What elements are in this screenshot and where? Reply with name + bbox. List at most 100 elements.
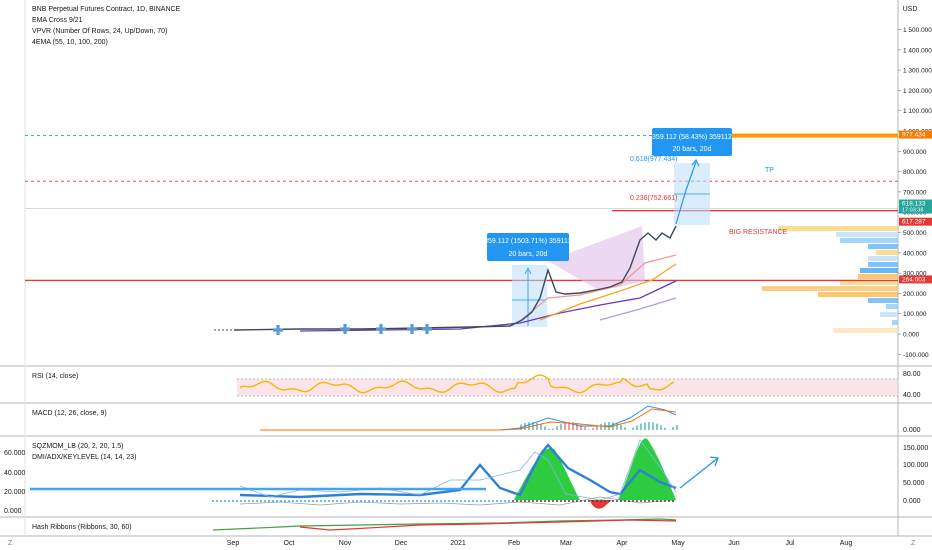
sqz-dot xyxy=(596,500,598,502)
rsi-title: RSI (14, close) xyxy=(32,373,78,380)
macd-bar xyxy=(660,425,662,430)
measure-label-1[interactable]: 359.112 (1503.71%) 359112 20 bars, 20d xyxy=(484,233,572,261)
price-tick-label: 1 400.000 xyxy=(903,47,932,54)
pattern-triangle[interactable] xyxy=(548,226,645,291)
measure-arrowhead-1 xyxy=(524,267,532,275)
level-lines xyxy=(25,133,898,282)
vpvr-bar xyxy=(858,274,898,279)
indicator-4ema[interactable]: 4EMA (55, 10, 100, 200) xyxy=(32,39,108,46)
squeeze-momentum xyxy=(514,438,676,509)
price-tag xyxy=(899,275,932,284)
vpvr-bar xyxy=(818,292,898,297)
macd-bar xyxy=(576,423,578,430)
sqz-dot xyxy=(520,500,522,502)
macd-bar xyxy=(528,422,530,430)
sqz-dot xyxy=(556,500,558,502)
hash-ribbons-pane[interactable]: Hash Ribbons (Ribbons, 30, 60) xyxy=(32,518,677,531)
sqz-dot xyxy=(260,500,262,502)
macd-bar xyxy=(652,422,654,430)
di-minus-line xyxy=(239,496,677,506)
macd-bar xyxy=(540,424,542,430)
macd-signal xyxy=(260,408,677,431)
price-tick-label: 1 200.000 xyxy=(903,88,932,95)
symbol-title[interactable]: BNB Perpetual Futures Contract, 1D, BINA… xyxy=(32,6,181,13)
sqz-dot xyxy=(220,500,222,502)
rsi-pane[interactable]: RSI (14, close) 80.00 40.00 xyxy=(32,371,921,399)
sqz-dot xyxy=(408,500,410,502)
sqz-dot xyxy=(432,500,434,502)
sqz-dot xyxy=(552,500,554,502)
sqz-dot xyxy=(548,500,550,502)
drawings[interactable] xyxy=(512,158,710,327)
time-tick-label: Dec xyxy=(395,540,408,547)
sqz-dot xyxy=(292,500,294,502)
price-tag xyxy=(899,199,932,214)
indicator-ema-cross[interactable]: EMA Cross 9/21 xyxy=(32,17,83,24)
time-tick-label: Jun xyxy=(728,540,739,547)
sqz-dot xyxy=(372,500,374,502)
sqz-dot xyxy=(476,500,478,502)
sqz-dot xyxy=(544,500,546,502)
sqz-dot xyxy=(436,500,438,502)
time-tick-label: Oct xyxy=(284,540,295,547)
hash-title: Hash Ribbons (Ribbons, 30, 60) xyxy=(32,524,132,531)
macd-bar xyxy=(588,429,590,430)
sqz-dot xyxy=(212,500,214,502)
price-tick-label: 700.000 xyxy=(903,189,927,196)
sqz-dot xyxy=(600,500,602,502)
sqz-dot xyxy=(272,500,274,502)
sqz-dot xyxy=(656,500,658,502)
sqz-dot xyxy=(560,500,562,502)
price-series xyxy=(214,225,677,331)
sqz-dot xyxy=(236,500,238,502)
macd-bar xyxy=(560,424,562,430)
hash-ribbon-fast xyxy=(212,518,677,531)
sqz-dot xyxy=(232,500,234,502)
sqz-dot xyxy=(540,500,542,502)
sqz-dot xyxy=(428,500,430,502)
measure-label-2[interactable]: 359.112 (58.43%) 359112 20 bars, 20d xyxy=(652,128,732,156)
sqz-dot xyxy=(416,500,418,502)
sqz-dot xyxy=(284,500,286,502)
price-tag-label: 618.133 xyxy=(902,201,926,208)
sqz-dot xyxy=(608,500,610,502)
vpvr-bar xyxy=(876,250,898,255)
macd-bar xyxy=(592,428,594,430)
price-axis[interactable]: 1 500.000 1 400.000 1 300.000 1 200.000 1 10… xyxy=(898,27,932,359)
macd-pane[interactable]: MACD (12, 26, close, 9) 0.000 xyxy=(32,405,921,434)
big-resistance-label: BIG RESISTANCE xyxy=(729,229,788,236)
vpvr-bar xyxy=(836,232,898,237)
sqz-dot xyxy=(300,500,302,502)
ema-cross-markers xyxy=(273,324,432,335)
macd-bar xyxy=(644,422,646,430)
cross-marker xyxy=(407,324,417,334)
sqz-dot xyxy=(480,500,482,502)
sqz-dot xyxy=(340,500,342,502)
sqz-dot xyxy=(280,500,282,502)
sqz-dot xyxy=(464,500,466,502)
zone-label-right[interactable]: Z xyxy=(911,540,916,547)
sqz-dot xyxy=(228,500,230,502)
sqz-dot xyxy=(388,500,390,502)
price-tick-label: 1 100.000 xyxy=(903,108,932,115)
sqz-dot xyxy=(668,500,670,502)
zone-label-left[interactable]: Z xyxy=(8,540,13,547)
sqz-dot xyxy=(304,500,306,502)
sqz-pane[interactable]: SQZMOM_LB (20, 2, 20, 1.5) DMI/ADX/KEYLE… xyxy=(4,438,928,515)
sqz-dot xyxy=(640,500,642,502)
sqz-dot xyxy=(224,500,226,502)
sqz-dot xyxy=(336,500,338,502)
macd-title: MACD (12, 26, close, 9) xyxy=(32,410,107,417)
macd-bar xyxy=(624,427,626,430)
macd-bar xyxy=(616,423,618,430)
projection-path xyxy=(675,161,697,225)
cross-marker xyxy=(376,324,386,334)
sqz-dot xyxy=(460,500,462,502)
sqz-dot xyxy=(380,500,382,502)
sqz-dot xyxy=(252,500,254,502)
macd-bar xyxy=(552,428,554,430)
macd-bar xyxy=(676,425,678,430)
time-axis[interactable]: Sep Oct Nov Dec 2021 Feb Mar Apr May Jun Jul Aug xyxy=(227,540,853,547)
indicator-vpvr[interactable]: VPVR (Number Of Rows, 24, Up/Down, 70) xyxy=(32,28,167,35)
